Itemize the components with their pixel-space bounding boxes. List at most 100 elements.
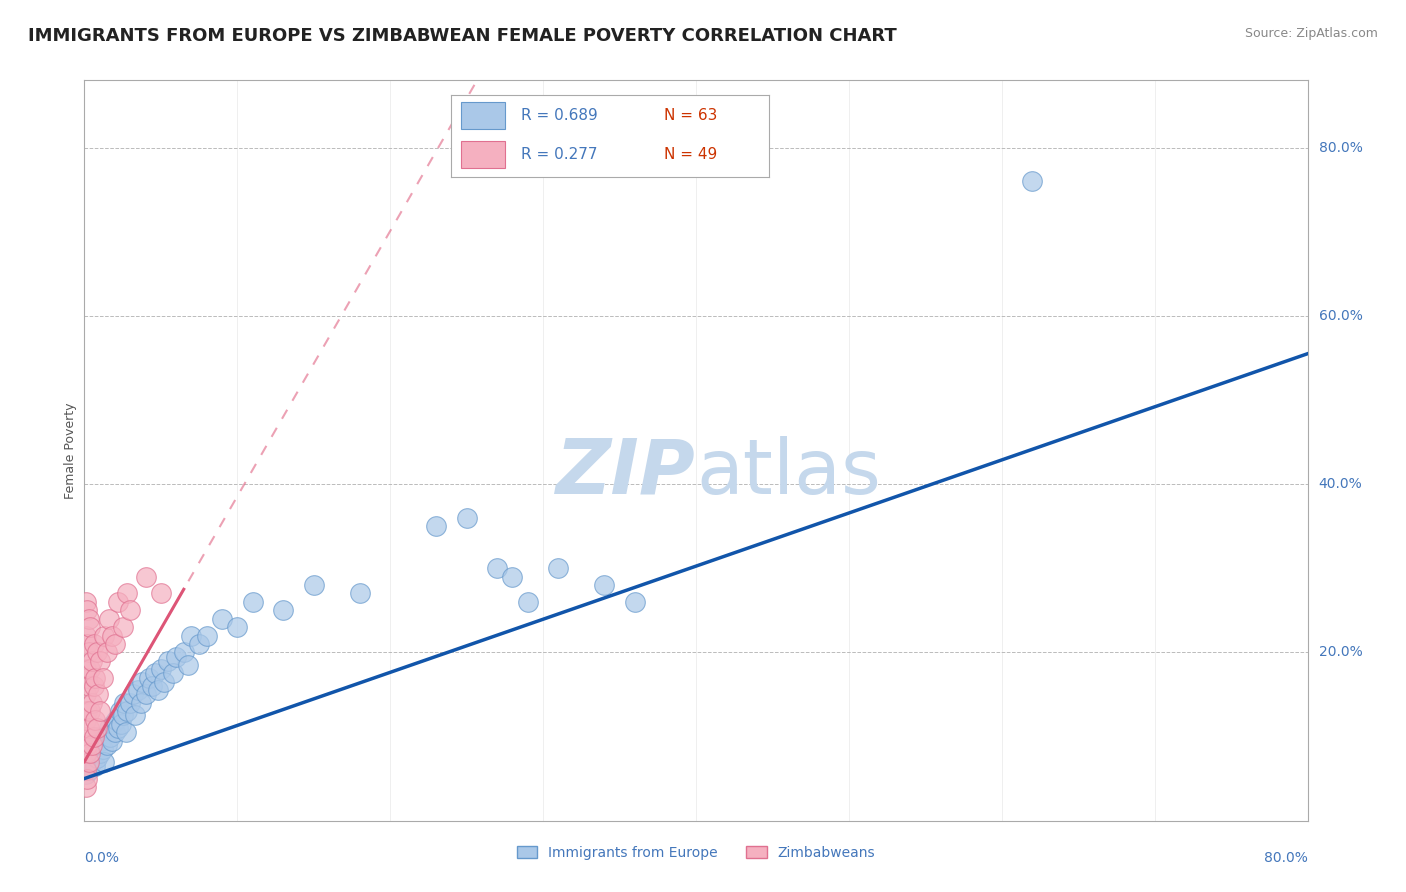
Point [547,561,569,575]
Point [115,704,138,718]
Point [89,654,111,668]
Point [97,721,120,735]
Point [79,747,101,761]
Point [129,696,152,710]
Point [89,704,111,718]
Point [86,645,108,659]
Point [84,713,107,727]
Point [195,628,218,642]
Point [188,637,211,651]
Point [165,649,187,664]
Point [143,666,166,681]
Point [107,595,129,609]
Point [77,679,100,693]
Point [104,725,127,739]
Point [115,586,138,600]
Point [80,755,103,769]
Point [180,628,202,642]
Point [77,755,100,769]
Point [79,704,101,718]
Point [101,628,124,642]
Point [349,586,371,600]
Point [138,671,160,685]
Point [624,595,647,609]
Point [87,730,110,744]
Point [76,603,98,617]
Point [80,654,103,668]
Point [120,603,142,617]
Point [84,671,107,685]
Point [114,725,136,739]
Point [486,561,509,575]
Point [456,510,478,524]
Point [80,696,103,710]
Point [149,662,172,676]
Point [77,721,100,735]
Point [76,637,98,651]
Point [149,586,172,600]
Point [108,704,131,718]
Point [75,767,97,781]
Point [153,674,176,689]
Point [93,628,115,642]
Point [105,713,128,727]
Point [173,645,195,659]
Point [83,637,105,651]
Point [516,595,538,609]
Point [93,755,115,769]
Point [110,717,132,731]
Point [96,645,118,659]
Point [101,733,124,747]
Point [271,603,294,617]
Point [76,755,98,769]
Text: atlas: atlas [696,435,880,509]
Point [83,679,105,693]
Point [103,717,125,731]
Point [111,620,134,634]
Legend: Immigrants from Europe, Zimbabweans: Immigrants from Europe, Zimbabweans [510,840,882,865]
Point [90,733,112,747]
Point [76,671,98,685]
Point [75,628,97,642]
Point [162,666,184,681]
Point [75,595,97,609]
Point [79,662,101,676]
Point [211,612,233,626]
Point [112,696,135,710]
Text: 20.0%: 20.0% [1319,646,1362,659]
Point [89,747,111,761]
Point [131,674,153,689]
Point [75,713,97,727]
Y-axis label: Female Poverty: Female Poverty [65,402,77,499]
Point [302,578,325,592]
Text: ZIP: ZIP [557,435,696,509]
Point [146,683,169,698]
Text: 0.0%: 0.0% [84,851,120,865]
Text: IMMIGRANTS FROM EUROPE VS ZIMBABWEAN FEMALE POVERTY CORRELATION CHART: IMMIGRANTS FROM EUROPE VS ZIMBABWEAN FEM… [28,27,897,45]
Text: 40.0%: 40.0% [1319,477,1362,491]
Point [77,763,100,777]
Point [127,683,149,698]
Point [135,688,157,702]
Point [75,688,97,702]
Point [86,721,108,735]
Point [104,637,127,651]
Text: 80.0%: 80.0% [1264,851,1308,865]
Point [76,738,98,752]
Point [77,612,100,626]
Point [1021,174,1043,188]
Point [75,747,97,761]
Point [80,738,103,752]
Point [502,569,524,583]
Text: Source: ZipAtlas.com: Source: ZipAtlas.com [1244,27,1378,40]
Point [91,742,114,756]
Point [77,645,100,659]
Point [79,747,101,761]
Point [76,704,98,718]
Point [120,696,142,710]
Point [96,738,118,752]
Point [124,708,146,723]
Point [91,671,114,685]
Point [226,620,249,634]
Point [242,595,264,609]
